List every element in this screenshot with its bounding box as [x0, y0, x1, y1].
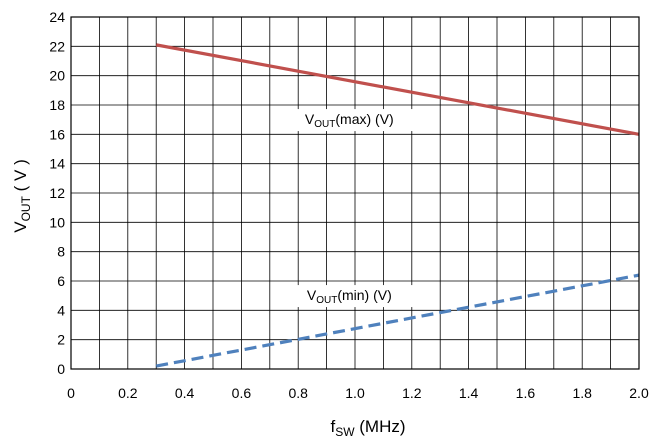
y-tick-label: 10	[49, 214, 65, 230]
x-tick-label: 0.6	[232, 385, 252, 401]
y-tick-label: 20	[49, 68, 65, 84]
y-tick-label: 16	[49, 126, 65, 142]
series-line-vout-min	[155, 273, 640, 368]
x-tick-label: 2.0	[629, 385, 649, 401]
x-tick-label: 0.2	[118, 385, 138, 401]
y-tick-label: 18	[49, 97, 65, 113]
x-tick-label: 1.8	[572, 385, 592, 401]
y-tick-label: 22	[49, 38, 65, 54]
y-tick-label: 2	[57, 332, 65, 348]
plot-frame	[70, 16, 640, 370]
x-tick-label: 0	[67, 385, 75, 401]
y-tick-label: 6	[57, 273, 65, 289]
x-tick-labels: 0 0.2 0.4 0.6 0.8 1.0 1.2 1.4 1.6 1.8 2.0	[67, 385, 649, 401]
x-tick-label: 0.4	[175, 385, 195, 401]
y-tick-label: 0	[57, 361, 65, 377]
y-tick-label: 14	[49, 156, 65, 172]
series-label-background	[282, 285, 417, 308]
series-line-vout-max	[155, 43, 640, 136]
x-tick-label: 0.8	[288, 385, 308, 401]
y-tick-label: 8	[57, 244, 65, 260]
x-tick-label: 1.0	[345, 385, 365, 401]
series-labels: VOUT(max) (V) VOUT(min) (V)	[282, 109, 417, 308]
series-label-vout-min: VOUT(min) (V)	[307, 287, 392, 306]
x-tick-label: 1.6	[516, 385, 536, 401]
x-tick-label: 1.2	[402, 385, 422, 401]
grid	[71, 17, 639, 369]
y-tick-label: 12	[49, 185, 65, 201]
series-lines	[155, 43, 640, 368]
x-tick-label: 1.4	[459, 385, 479, 401]
y-axis-title: VOUT ( V )	[11, 159, 33, 233]
x-axis-title: fSW (MHz)	[330, 417, 405, 438]
series-label-vout-max: VOUT(max) (V)	[305, 111, 394, 130]
series-label-background	[282, 109, 417, 132]
y-tick-label: 24	[49, 9, 65, 25]
y-tick-label: 4	[57, 302, 65, 318]
